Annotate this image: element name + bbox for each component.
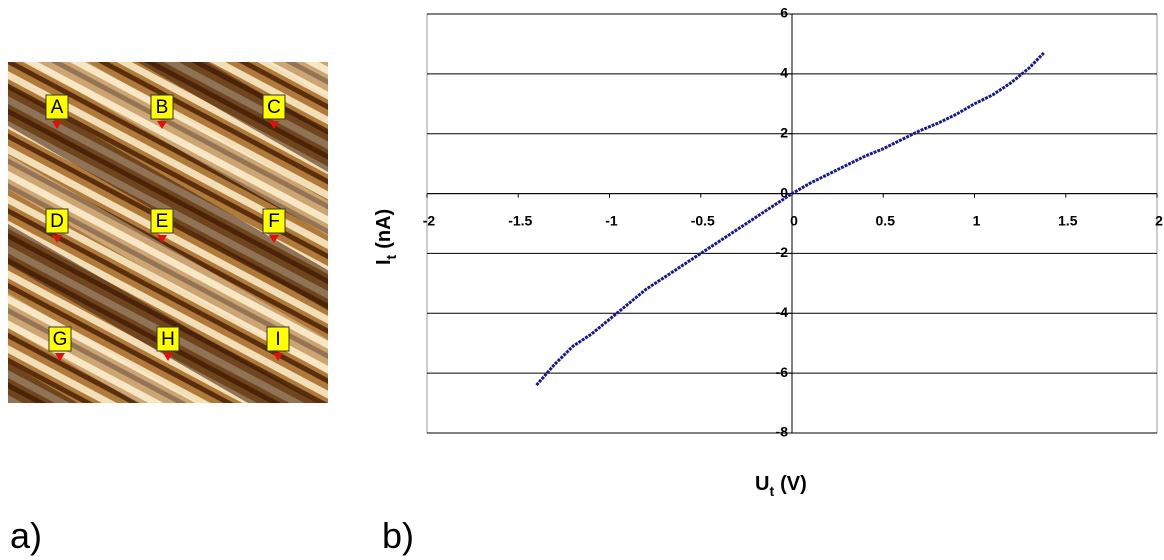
marker-pointer <box>157 121 167 129</box>
x-tick-label: 2 <box>1155 212 1163 228</box>
marker-box <box>156 326 180 352</box>
marker-label: I <box>275 329 280 350</box>
x-tick-label: 0 <box>790 212 798 228</box>
x-axis-label: Ut (V) <box>755 473 807 499</box>
marker-box <box>262 208 286 234</box>
marker-pointer <box>269 121 279 129</box>
y-label-unit: (nA) <box>373 209 395 249</box>
marker-pointer <box>157 235 167 243</box>
marker-label: C <box>267 97 281 118</box>
y-tick-label: -6 <box>776 364 789 380</box>
marker-pointer <box>52 235 62 243</box>
marker-box <box>45 208 69 234</box>
x-tick-label: -2 <box>423 212 436 228</box>
y-tick-label: 0 <box>780 184 788 200</box>
marker-label: F <box>268 211 280 232</box>
x-label-unit: (V) <box>780 473 807 495</box>
marker-label: A <box>51 97 64 118</box>
marker-box <box>262 94 286 120</box>
x-label-main: U <box>755 473 769 495</box>
marker-box <box>150 208 174 234</box>
marker-pointer <box>273 353 283 361</box>
marker-pointer <box>269 235 279 243</box>
x-tick-label: 1.5 <box>1058 212 1078 228</box>
y-tick-label: -8 <box>776 424 789 440</box>
y-label-sub: t <box>383 254 399 259</box>
data-line <box>535 51 1045 387</box>
x-tick-label: -1 <box>605 212 618 228</box>
y-tick-label: 6 <box>780 5 788 21</box>
marker-label: H <box>161 329 175 350</box>
marker-label: B <box>156 97 169 118</box>
y-axis-label: It (nA) <box>373 209 399 265</box>
marker-box <box>48 326 72 352</box>
marker-label: E <box>156 211 169 232</box>
marker-pointer <box>55 353 65 361</box>
y-tick-label: 2 <box>780 124 788 140</box>
markers: A B C D E F G H I <box>45 94 290 361</box>
y-tick-label: 4 <box>780 65 788 81</box>
marker-box <box>45 94 69 120</box>
x-label-sub: t <box>769 483 774 499</box>
marker-box <box>266 326 290 352</box>
panel-label: a) <box>10 515 42 556</box>
y-tick-label: -2 <box>776 244 789 260</box>
y-tick-label: -4 <box>776 304 789 320</box>
panel-label: b) <box>382 515 414 556</box>
marker-pointer <box>52 121 62 129</box>
x-tick-label: 0.5 <box>876 212 896 228</box>
x-tick-label: -0.5 <box>691 212 715 228</box>
marker-label: G <box>53 329 68 350</box>
y-label-main: I <box>373 259 395 265</box>
x-tick-label: -1.5 <box>508 212 532 228</box>
marker-label: D <box>50 211 64 232</box>
x-tick-label: 1 <box>973 212 981 228</box>
marker-box <box>150 94 174 120</box>
marker-pointer <box>163 353 173 361</box>
